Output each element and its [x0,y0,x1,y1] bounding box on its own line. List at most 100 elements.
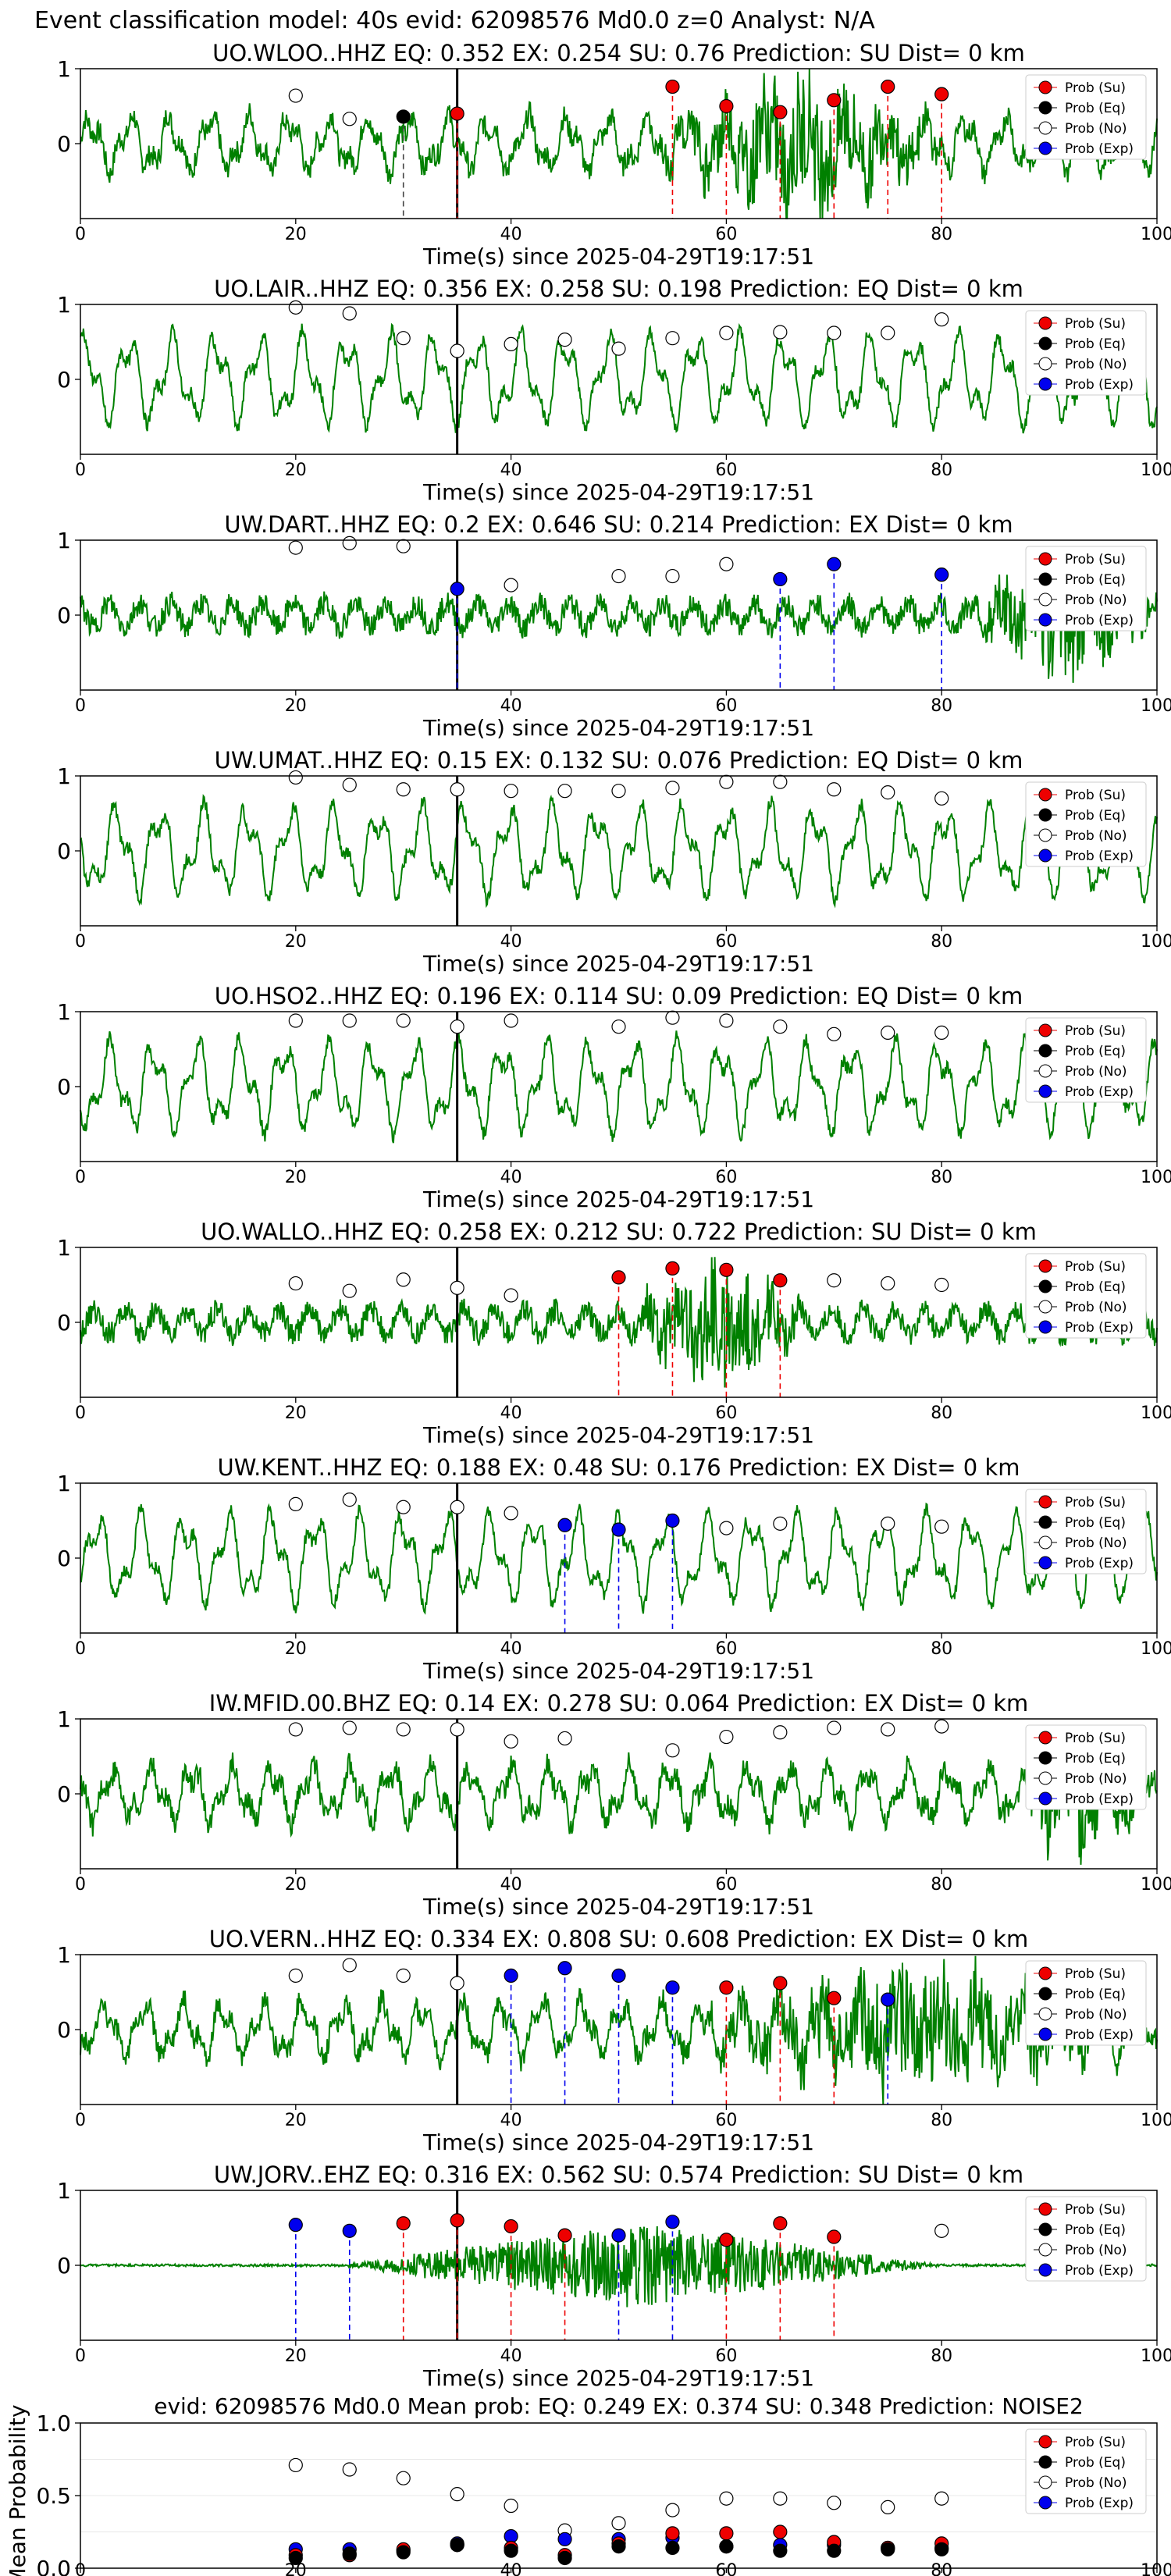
legend-label-no: Prob (No) [1065,2243,1127,2258]
waveform-trace [80,322,1158,434]
prob-marker-no [881,1276,895,1291]
prob-marker-no [288,1496,303,1511]
x-tick-label: 40 [500,2561,522,2576]
mean-probability-panel: evid: 62098576 Md0.0 Mean prob: EQ: 0.24… [5,2393,1171,2576]
prob-marker-no [450,1722,464,1737]
legend-label-exp: Prob (Exp) [1065,377,1134,393]
prob-marker-no [881,326,895,340]
prob-marker-no [396,1968,411,1983]
prob-marker-no [396,1500,411,1514]
prob-marker-no [665,1743,680,1758]
x-tick-label: 60 [715,225,737,244]
x-tick-label: 80 [931,1639,952,1659]
station-panel: IW.MFID.00.BHZ EQ: 0.14 EX: 0.278 SU: 0.… [57,1690,1171,1920]
y-tick-label: 1 [57,999,71,1025]
prob-marker-no [611,341,626,356]
prob-marker-no [773,774,788,789]
x-tick-label: 40 [500,461,522,480]
x-tick-label: 40 [500,1404,522,1423]
prob-marker-no [450,1976,464,1991]
x-axis-label: Time(s) since 2025-04-29T19:17:51 [422,1187,814,1212]
legend-marker-exp [1038,1556,1052,1570]
x-tick-label: 60 [715,2111,737,2130]
prob-marker-no [773,325,788,340]
prob-marker-no [719,1521,734,1535]
mean-prob-marker-su [773,2524,788,2539]
prob-marker-no [773,1019,788,1034]
legend-marker-su [1038,316,1052,330]
prob-marker-su [773,1976,788,1991]
x-tick-label: 80 [931,696,952,716]
station-panel: UO.WLOO..HHZ EQ: 0.352 EX: 0.254 SU: 0.7… [57,40,1171,269]
x-tick-label: 40 [500,2347,522,2366]
legend-label-exp: Prob (Exp) [1065,1791,1134,1807]
legend-marker-exp [1038,613,1052,627]
legend-label-su: Prob (Su) [1065,2435,1126,2450]
x-tick-label: 40 [500,1168,522,1187]
legend-marker-no [1038,121,1052,135]
prob-marker-su [719,1980,734,1995]
x-tick-label: 100 [1141,2111,1171,2130]
y-tick-label: 0 [57,1310,71,1336]
prob-marker-no [342,1958,357,1973]
prob-marker-exp [881,1992,895,2007]
prob-marker-su [827,93,842,108]
y-tick-label: 0 [57,1546,71,1571]
prob-marker-exp [557,1517,572,1532]
x-tick-label: 80 [931,1168,952,1187]
legend-label-su: Prob (Su) [1065,1259,1126,1275]
legend-marker-no [1038,1300,1052,1314]
prob-marker-su [827,2229,842,2244]
waveform-trace [80,558,1158,683]
prob-marker-su [396,2216,411,2231]
prob-marker-no [342,1720,357,1735]
prob-marker-su [611,1270,626,1285]
x-tick-label: 80 [931,225,952,244]
legend-marker-eq [1038,1044,1052,1058]
x-tick-label: 0 [75,1875,86,1895]
prob-marker-no [396,539,411,553]
x-tick-label: 80 [931,1404,952,1423]
legend-box [1025,1017,1147,1103]
x-tick-label: 0 [75,1168,86,1187]
prob-marker-exp [934,568,949,582]
prob-marker-no [342,1013,357,1028]
x-axis-label: Time(s) since 2025-04-29T19:17:51 [422,479,814,505]
mean-prob-marker-su [665,2526,680,2541]
legend-box [1025,1253,1147,1339]
mean-prob-marker-eq [450,2538,464,2553]
prob-marker-no [396,1013,411,1028]
x-tick-label: 20 [285,1168,307,1187]
legend-label-exp: Prob (Exp) [1065,2027,1134,2043]
legend-label-eq: Prob (Eq) [1065,101,1126,116]
prob-marker-su [773,105,788,119]
x-tick-label: 40 [500,1639,522,1659]
x-tick-label: 100 [1141,2561,1171,2576]
legend-label-su: Prob (Su) [1065,1731,1126,1746]
mean-prob-marker-no [450,2487,464,2502]
prob-marker-no [342,777,357,792]
prob-marker-no [504,578,518,592]
prob-marker-exp [611,1968,626,1983]
prob-marker-no [827,1273,842,1288]
legend-label-eq: Prob (Eq) [1065,1044,1126,1059]
legend-label-su: Prob (Su) [1065,788,1126,803]
prob-marker-no [557,1731,572,1746]
legend-label-su: Prob (Su) [1065,80,1126,96]
legend-label-no: Prob (No) [1065,1064,1127,1080]
prob-marker-no [288,88,303,103]
legend-marker-su [1038,1023,1052,1037]
mean-prob-marker-no [827,2496,842,2510]
y-tick-label: 1 [57,763,71,789]
mean-prob-marker-no [342,2462,357,2477]
x-tick-label: 20 [285,1404,307,1423]
x-tick-label: 100 [1141,1404,1171,1423]
prob-marker-exp [611,2228,626,2243]
legend-marker-exp [1038,2263,1052,2277]
prob-marker-su [881,79,895,94]
prob-marker-exp [665,1980,680,1995]
x-tick-label: 60 [715,1875,737,1895]
prob-marker-no [934,1719,949,1734]
legend-marker-no [1038,2243,1052,2257]
y-tick-label: 0 [57,603,71,628]
